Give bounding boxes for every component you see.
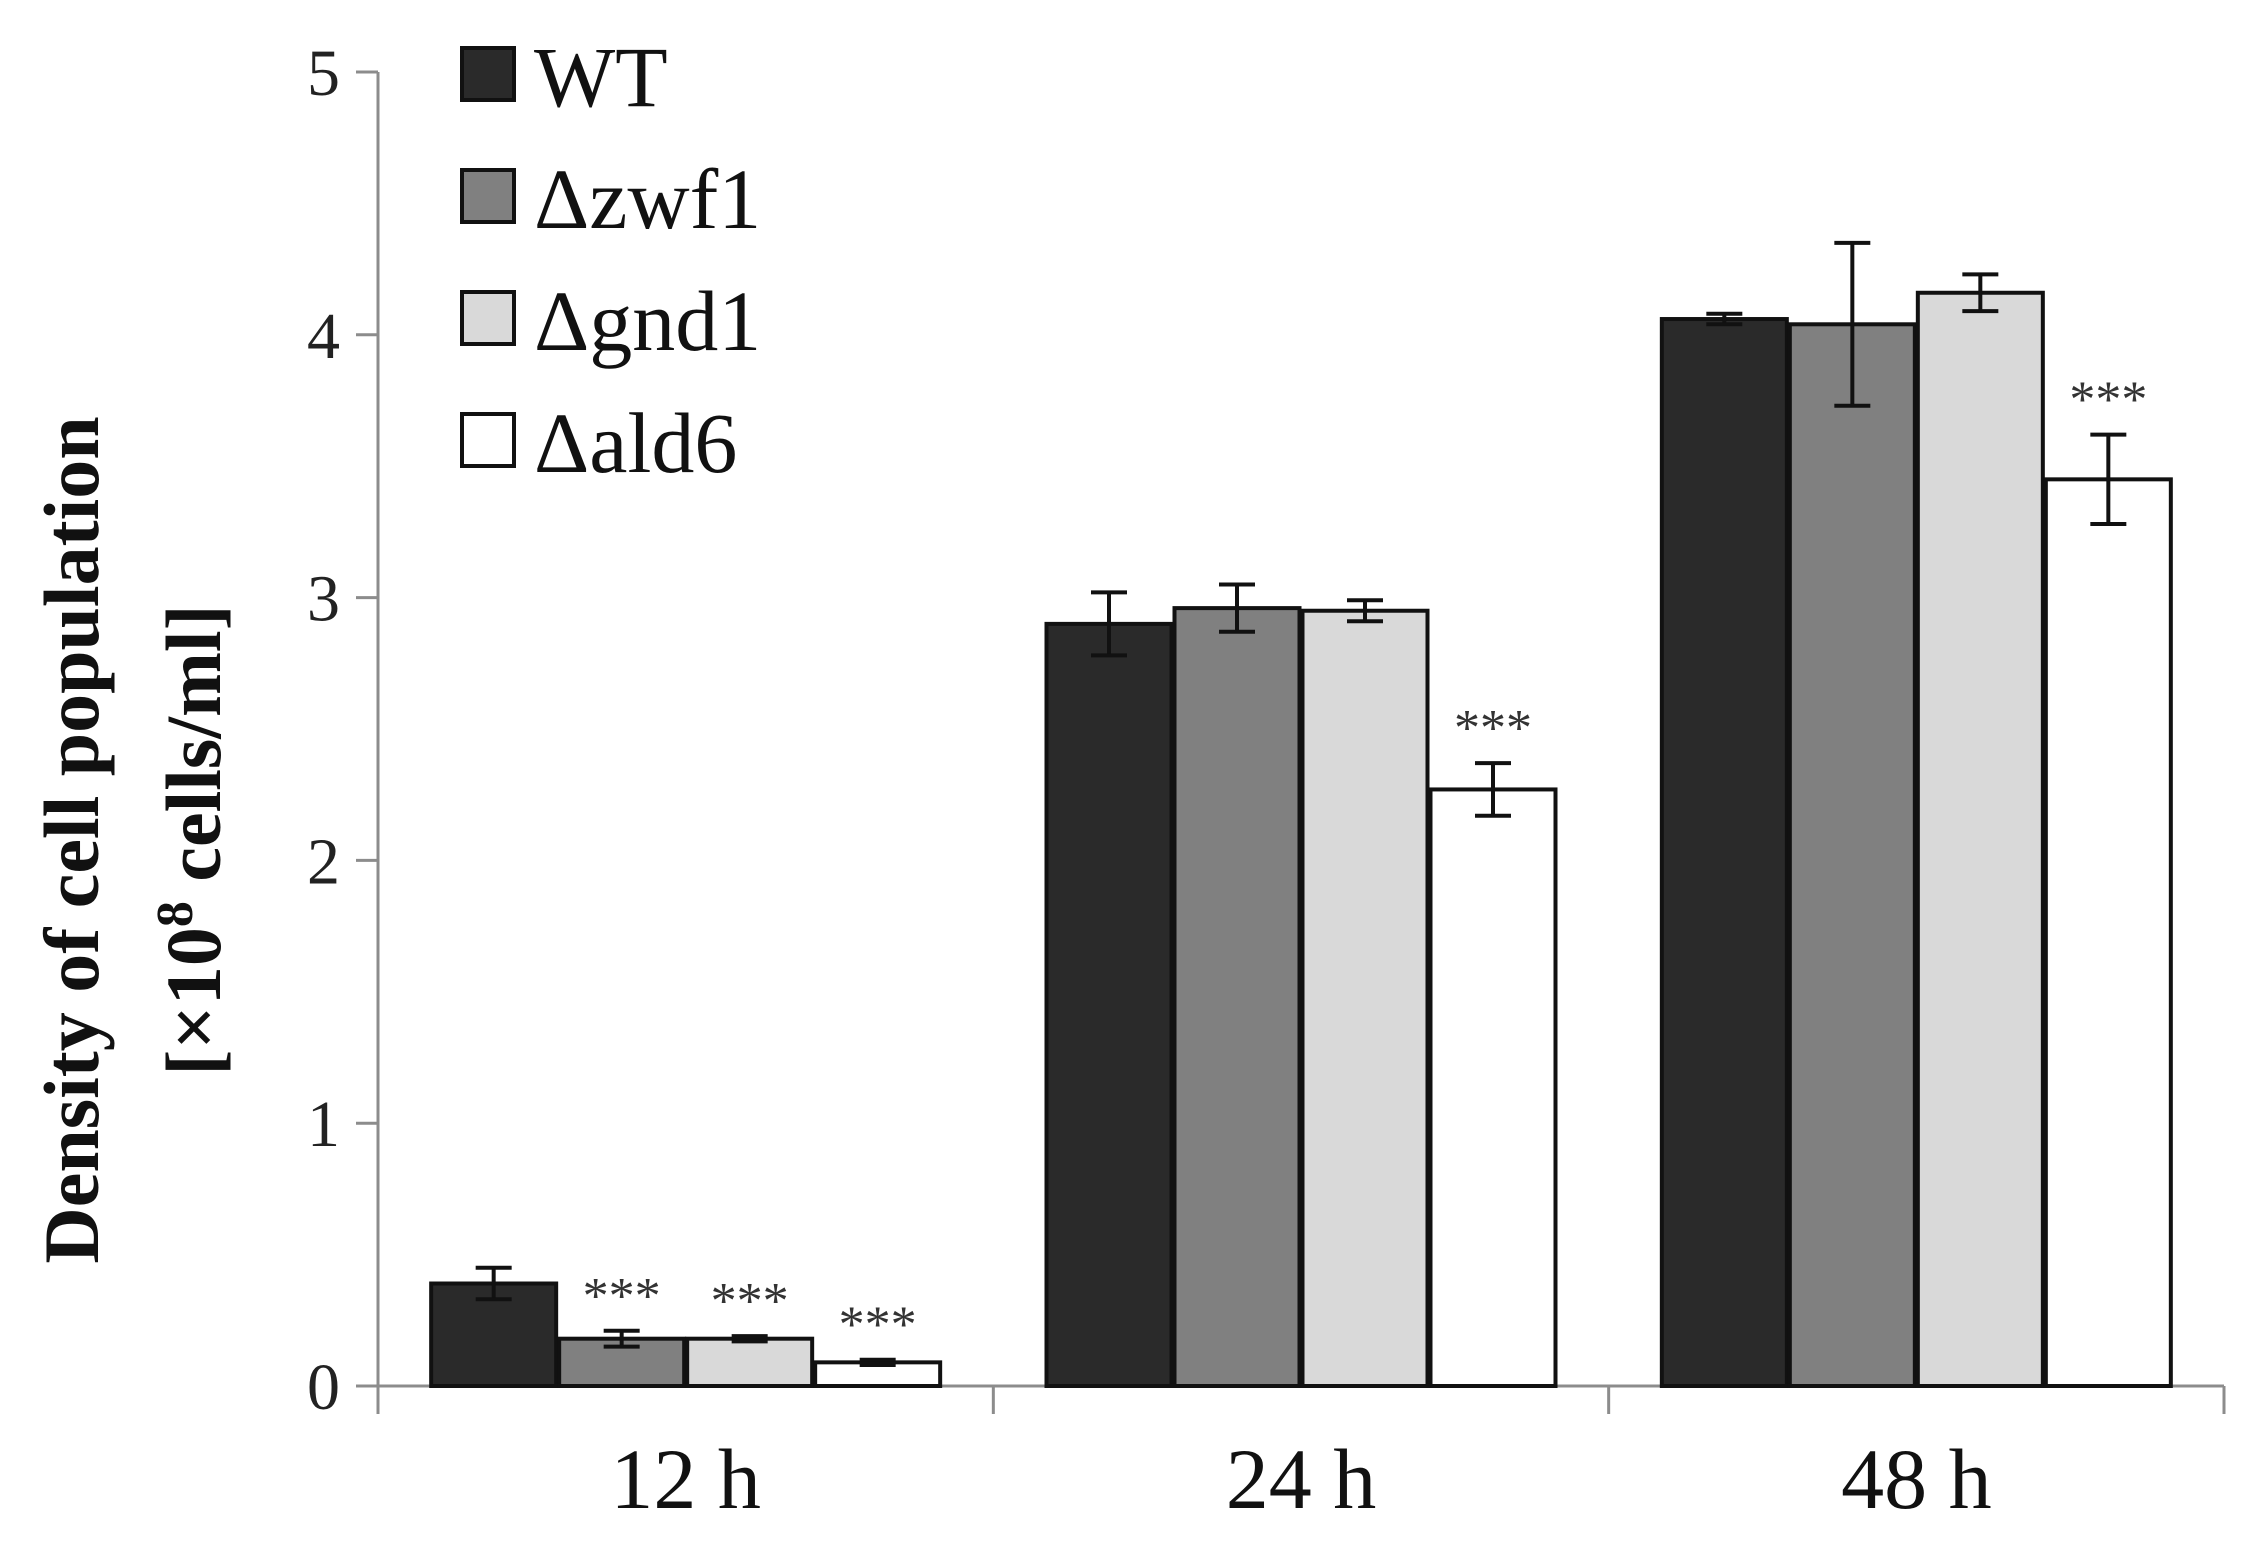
- bar: [2043, 477, 2173, 1388]
- bar: [1172, 606, 1302, 1388]
- legend-swatch: [460, 290, 516, 346]
- x-tick-label: 48 h: [1841, 1431, 1992, 1527]
- y-axis-unit-sup: 8: [147, 901, 204, 927]
- significance-label: ***: [711, 1273, 789, 1330]
- x-tick-label: 12 h: [610, 1431, 761, 1527]
- bar: [1428, 787, 1558, 1388]
- y-tick-label: 2: [307, 825, 340, 898]
- significance-label: ***: [583, 1268, 661, 1325]
- bar: [1915, 290, 2045, 1389]
- legend-label: Δzwf1: [534, 151, 761, 247]
- y-axis-unit: [×108 cells/ml]: [147, 604, 238, 1075]
- bar: [685, 1336, 815, 1389]
- legend-label: Δald6: [534, 395, 737, 491]
- legend-swatch: [460, 46, 516, 102]
- legend-swatch: [460, 412, 516, 468]
- y-axis-unit-prefix: [×10: [150, 927, 237, 1075]
- y-tick-label: 3: [307, 563, 340, 636]
- y-tick-label: 1: [307, 1088, 340, 1161]
- y-axis-title: Density of cell population: [28, 416, 115, 1263]
- bar: [1044, 621, 1174, 1388]
- legend: WT Δzwf1 Δgnd1 Δald6: [460, 29, 761, 491]
- significance-label: ***: [839, 1297, 917, 1354]
- legend-label: Δgnd1: [534, 273, 761, 369]
- bars: *** *** *** *** ***: [429, 240, 2173, 1389]
- y-tick-label: 4: [307, 300, 340, 373]
- y-tick-label: 0: [307, 1351, 340, 1424]
- axes: 0 1 2 3 4 5 12 h 24 h 48 h: [307, 37, 2226, 1527]
- y-axis-unit-suffix: cells/ml]: [150, 604, 237, 901]
- legend-label: WT: [534, 29, 668, 125]
- x-tick-label: 24 h: [1226, 1431, 1377, 1527]
- bar: [1300, 608, 1430, 1388]
- legend-swatch: [460, 168, 516, 224]
- bar: [1787, 322, 1917, 1389]
- significance-label: ***: [1454, 700, 1532, 757]
- significance-label: ***: [2069, 372, 2147, 429]
- y-tick-label: 5: [307, 37, 340, 110]
- bar: [1659, 317, 1789, 1389]
